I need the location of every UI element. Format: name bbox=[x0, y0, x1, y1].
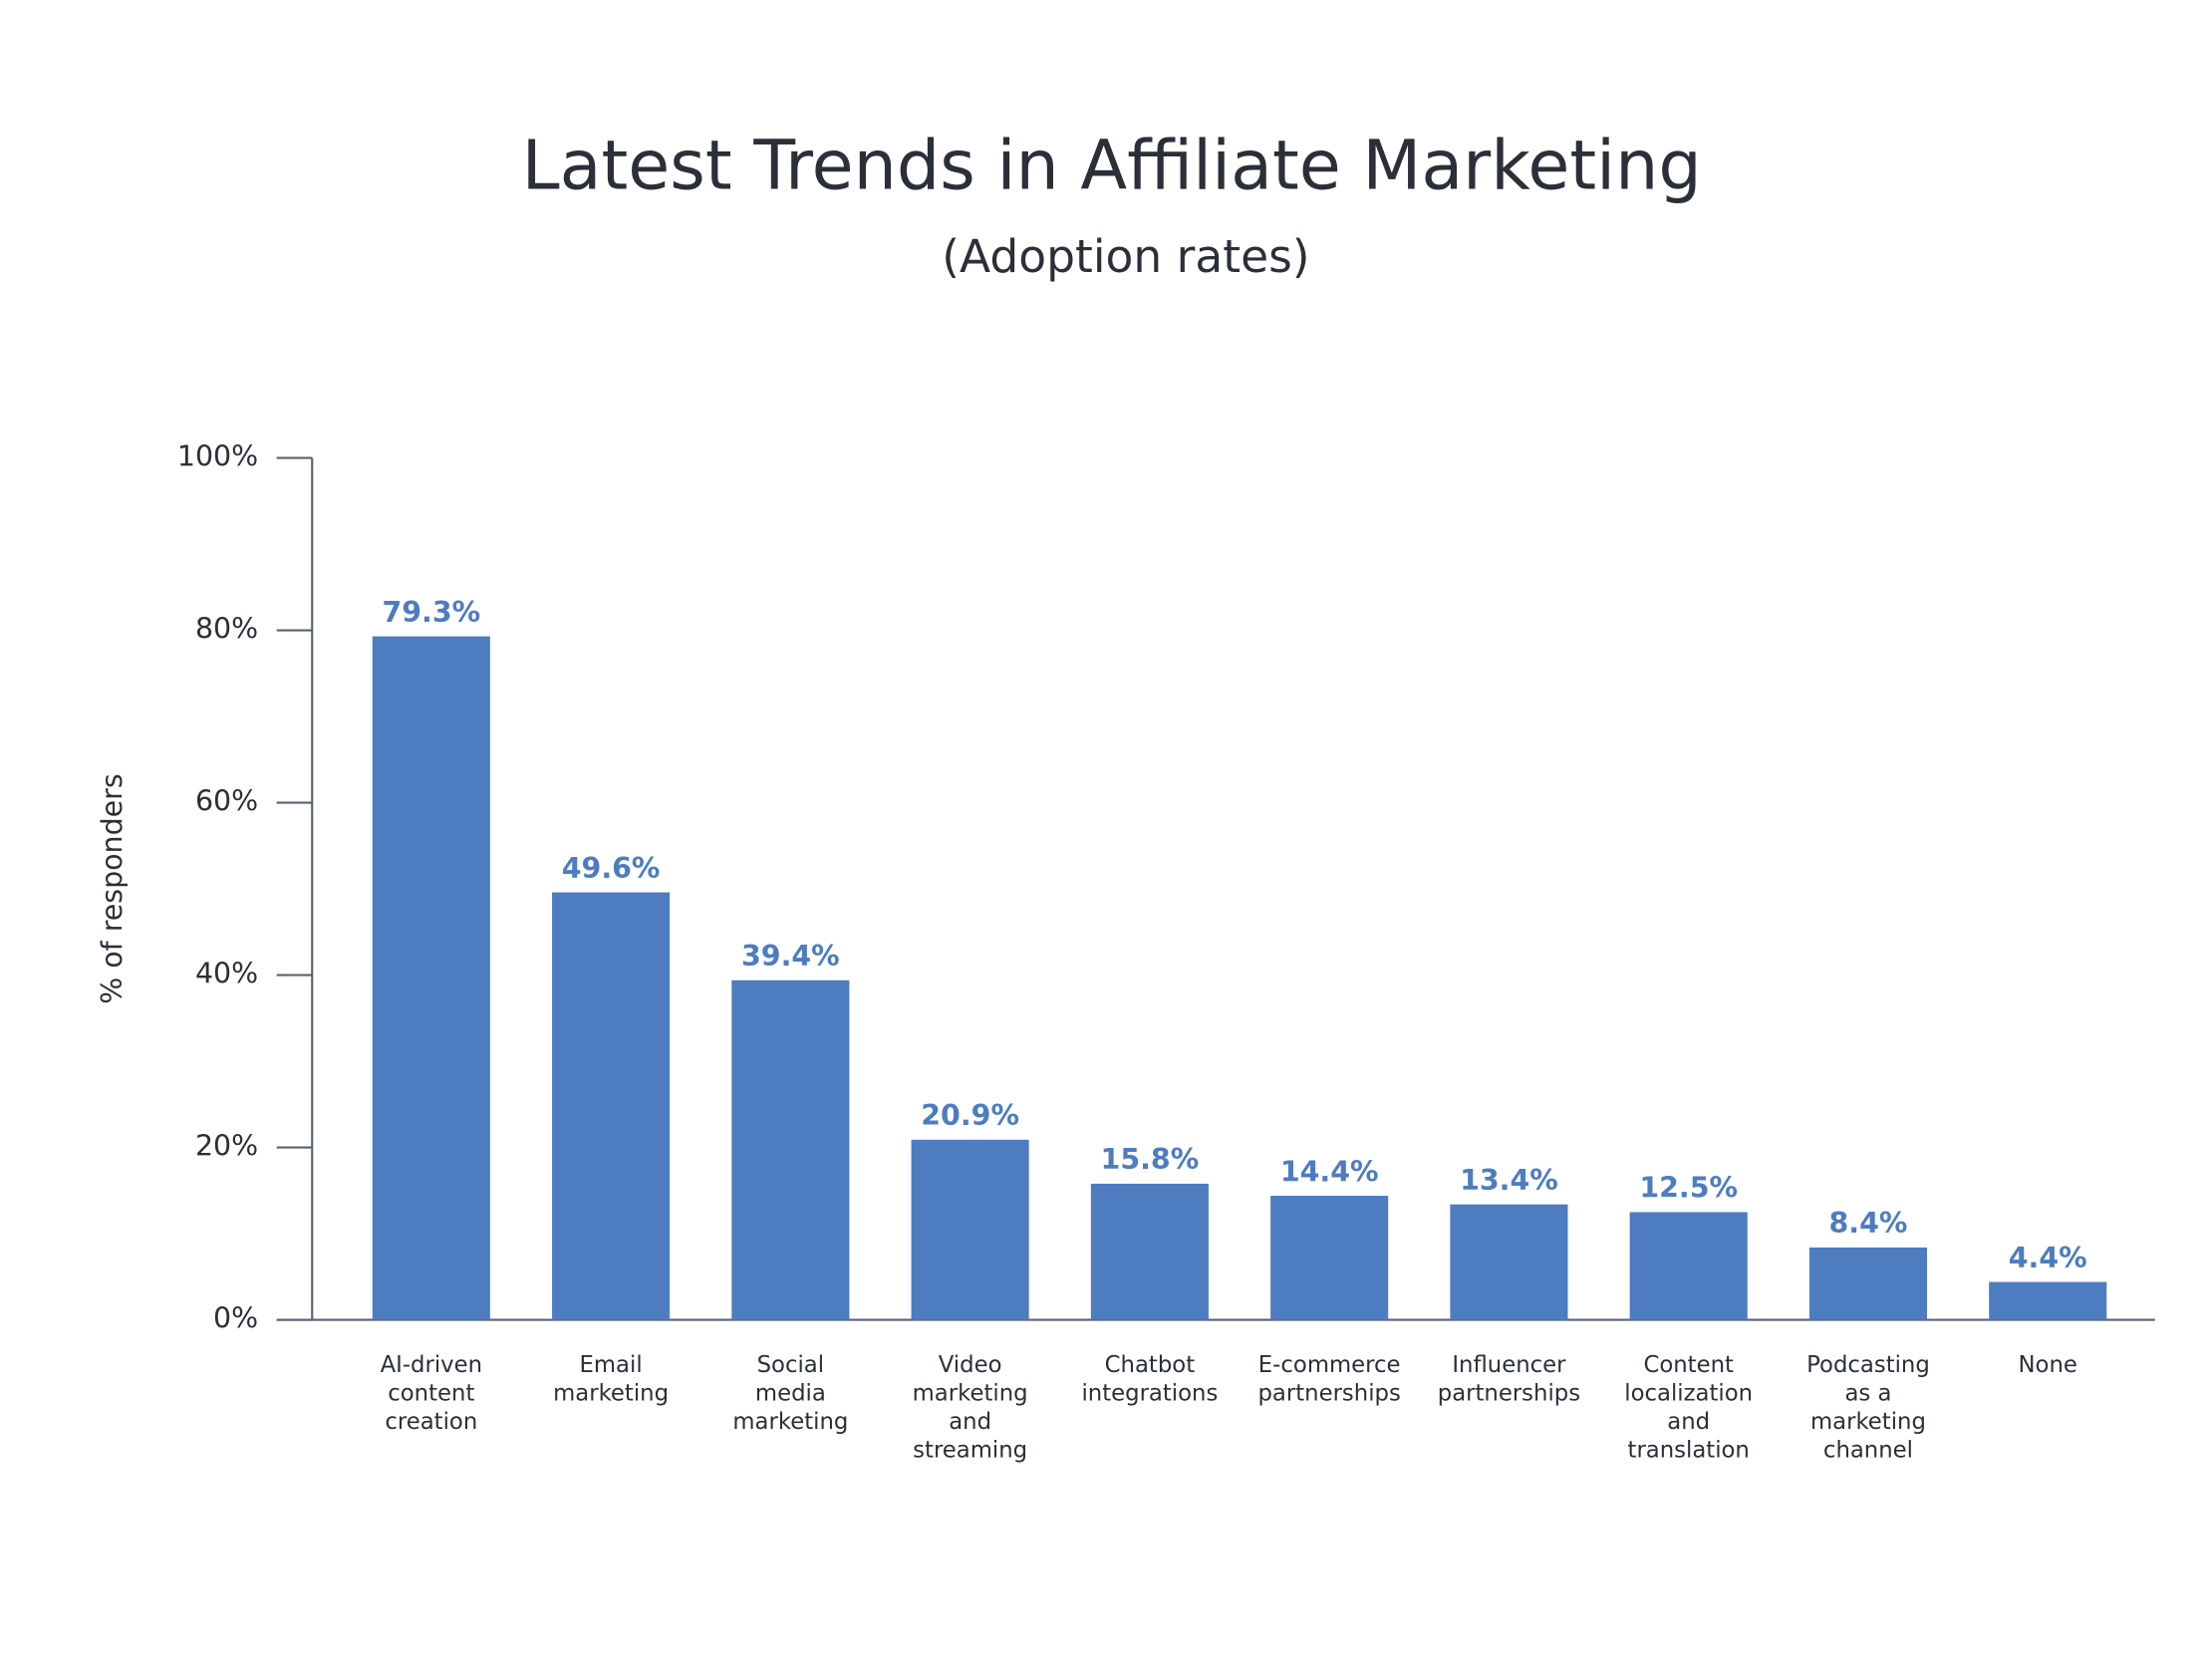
label-line: Influencer bbox=[1452, 1352, 1566, 1378]
label-line: Video bbox=[939, 1352, 1002, 1378]
y-tick-label: 60% bbox=[195, 785, 258, 818]
bar bbox=[1450, 1204, 1568, 1320]
bar bbox=[1989, 1281, 2107, 1320]
label-line: as a bbox=[1844, 1380, 1891, 1406]
x-tick-label: Content localization and translation bbox=[1624, 1352, 1753, 1463]
data-label: 49.6% bbox=[562, 852, 661, 885]
label-line: channel bbox=[1823, 1437, 1913, 1463]
data-label: 12.5% bbox=[1639, 1172, 1738, 1205]
x-tick-label: Email marketing bbox=[553, 1352, 669, 1406]
x-tick-label: Video marketing and streaming bbox=[913, 1352, 1028, 1463]
x-tick-label: Podcasting as a marketing channel bbox=[1806, 1352, 1930, 1463]
label-line: streaming bbox=[913, 1437, 1027, 1463]
x-tick-label: Chatbot integrations bbox=[1081, 1352, 1218, 1406]
y-tick-label: 80% bbox=[195, 613, 258, 646]
label-line: content bbox=[388, 1380, 474, 1406]
label-line: E-commerce bbox=[1258, 1352, 1401, 1378]
label-line: and bbox=[1667, 1409, 1710, 1435]
x-tick-label: E-commerce partnerships bbox=[1258, 1352, 1401, 1406]
label-line: Content bbox=[1643, 1352, 1734, 1378]
y-tick-label: 20% bbox=[195, 1130, 258, 1163]
label-line: Chatbot bbox=[1105, 1352, 1196, 1378]
label-line: partnerships bbox=[1438, 1380, 1580, 1406]
label-line: marketing bbox=[553, 1380, 669, 1406]
data-label: 20.9% bbox=[921, 1099, 1019, 1132]
y-axis-label: % of responders bbox=[96, 773, 129, 1003]
y-tick-label: 40% bbox=[195, 958, 258, 990]
data-label: 4.4% bbox=[2009, 1242, 2087, 1274]
label-line: marketing bbox=[1810, 1409, 1926, 1435]
label-line: None bbox=[2019, 1352, 2077, 1378]
label-line: AI-driven bbox=[381, 1352, 482, 1378]
label-line: Podcasting bbox=[1806, 1352, 1930, 1378]
label-line: Email bbox=[580, 1352, 643, 1378]
data-label: 13.4% bbox=[1460, 1164, 1558, 1197]
bar bbox=[1090, 1183, 1209, 1320]
bar bbox=[552, 892, 671, 1320]
x-tick-label: AI-driven content creation bbox=[381, 1352, 482, 1435]
x-tick-label: Influencer partnerships bbox=[1438, 1352, 1580, 1406]
data-label: 8.4% bbox=[1829, 1207, 1908, 1240]
label-line: creation bbox=[385, 1409, 477, 1435]
bar bbox=[731, 980, 850, 1320]
label-line: marketing bbox=[913, 1380, 1028, 1406]
x-tick-label: Social media marketing bbox=[732, 1352, 848, 1435]
y-tick-label: 100% bbox=[177, 440, 258, 473]
y-tick-label: 0% bbox=[213, 1302, 258, 1335]
label-line: and bbox=[949, 1409, 991, 1435]
bar bbox=[1629, 1212, 1748, 1320]
label-line: translation bbox=[1628, 1437, 1750, 1463]
chart-title: Latest Trends in Affiliate Marketing bbox=[522, 127, 1702, 205]
data-label: 14.4% bbox=[1280, 1155, 1379, 1188]
label-line: media bbox=[755, 1380, 826, 1406]
x-tick-label: None bbox=[2019, 1352, 2077, 1378]
bar bbox=[1808, 1247, 1928, 1320]
label-line: partnerships bbox=[1258, 1380, 1401, 1406]
bar bbox=[372, 636, 490, 1320]
label-line: integrations bbox=[1081, 1380, 1218, 1406]
data-label: 39.4% bbox=[741, 940, 840, 973]
label-line: Social bbox=[757, 1352, 824, 1378]
bar bbox=[1270, 1196, 1389, 1320]
data-label: 79.3% bbox=[382, 596, 480, 629]
data-label: 15.8% bbox=[1101, 1143, 1200, 1176]
chart-subtitle: (Adoption rates) bbox=[942, 230, 1309, 283]
bar bbox=[911, 1139, 1029, 1320]
label-line: marketing bbox=[732, 1409, 848, 1435]
label-line: localization bbox=[1624, 1380, 1753, 1406]
